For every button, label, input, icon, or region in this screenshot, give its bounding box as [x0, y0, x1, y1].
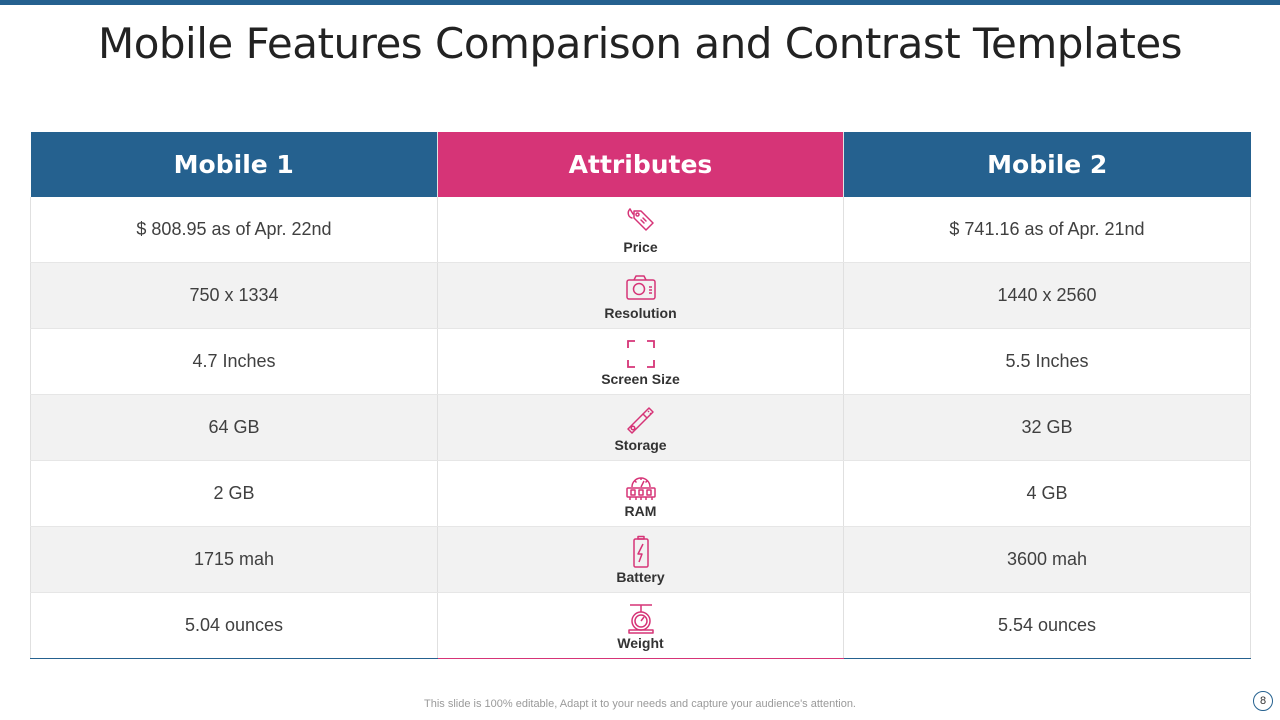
attribute-cell: Storage: [437, 394, 844, 461]
attribute-cell: Resolution: [437, 262, 844, 329]
page-number: 8: [1253, 691, 1273, 711]
mobile-2-value: 5.5 Inches: [843, 328, 1251, 395]
camera-icon: [625, 274, 656, 300]
mobile-1-value: 4.7 Inches: [30, 328, 438, 395]
mobile-1-value: 2 GB: [30, 460, 438, 527]
attribute-label: RAM: [624, 502, 657, 519]
mobile-1-value: 5.04 ounces: [30, 592, 438, 659]
attribute-label: Storage: [614, 436, 667, 453]
price-tag-icon: [627, 207, 654, 231]
comparison-table: Mobile 1 Attributes Mobile 2 $ 808.95 as…: [30, 132, 1251, 659]
mobile-1-value: 750 x 1334: [30, 262, 438, 329]
table-row: 1715 mah Battery 3600 mah: [30, 526, 1251, 593]
mobile-2-value: 4 GB: [843, 460, 1251, 527]
mobile-2-value: 32 GB: [843, 394, 1251, 461]
header-attributes: Attributes: [437, 132, 844, 197]
table-row: 5.04 ounces Weight 5.54: [30, 592, 1251, 659]
attribute-label: Price: [623, 238, 658, 255]
mobile-1-value: $ 808.95 as of Apr. 22nd: [30, 197, 438, 263]
header-mobile-1: Mobile 1: [30, 132, 438, 197]
table-header-row: Mobile 1 Attributes Mobile 2: [30, 132, 1251, 197]
mobile-2-value: 3600 mah: [843, 526, 1251, 593]
comparison-table-container: Mobile 1 Attributes Mobile 2 $ 808.95 as…: [30, 132, 1251, 659]
table-row: 4.7 Inches Screen Size 5.5 Inches: [30, 328, 1251, 395]
mobile-1-value: 1715 mah: [30, 526, 438, 593]
attribute-cell: Battery: [437, 526, 844, 593]
mobile-1-value: 64 GB: [30, 394, 438, 461]
table-row: 2 GB: [30, 460, 1251, 527]
fullscreen-corners-icon: [626, 339, 655, 368]
attribute-cell: Weight: [437, 592, 844, 659]
top-accent-bar: [0, 0, 1280, 5]
table-row: 64 GB Storage 32 GB: [30, 394, 1251, 461]
attribute-cell: RAM: [437, 460, 844, 527]
attribute-label: Battery: [616, 568, 665, 585]
usb-drive-icon: [626, 406, 654, 434]
table-row: 750 x 1334 Resolution 14: [30, 262, 1251, 329]
battery-icon: [632, 535, 649, 568]
attribute-label: Resolution: [604, 304, 677, 321]
attribute-cell: Price: [437, 197, 844, 263]
table-row: $ 808.95 as of Apr. 22nd Price: [30, 197, 1251, 263]
mobile-2-value: 1440 x 2560: [843, 262, 1251, 329]
header-mobile-2: Mobile 2: [843, 132, 1251, 197]
attribute-label: Weight: [617, 634, 664, 651]
weight-scale-icon: [627, 603, 654, 634]
mobile-2-value: 5.54 ounces: [843, 592, 1251, 659]
slide-title: Mobile Features Comparison and Contrast …: [97, 19, 1183, 68]
mobile-2-value: $ 741.16 as of Apr. 21nd: [843, 197, 1251, 263]
attribute-label: Screen Size: [601, 370, 680, 387]
footer-note: This slide is 100% editable, Adapt it to…: [424, 698, 856, 710]
ram-chip-icon: [625, 476, 656, 500]
attribute-cell: Screen Size: [437, 328, 844, 395]
